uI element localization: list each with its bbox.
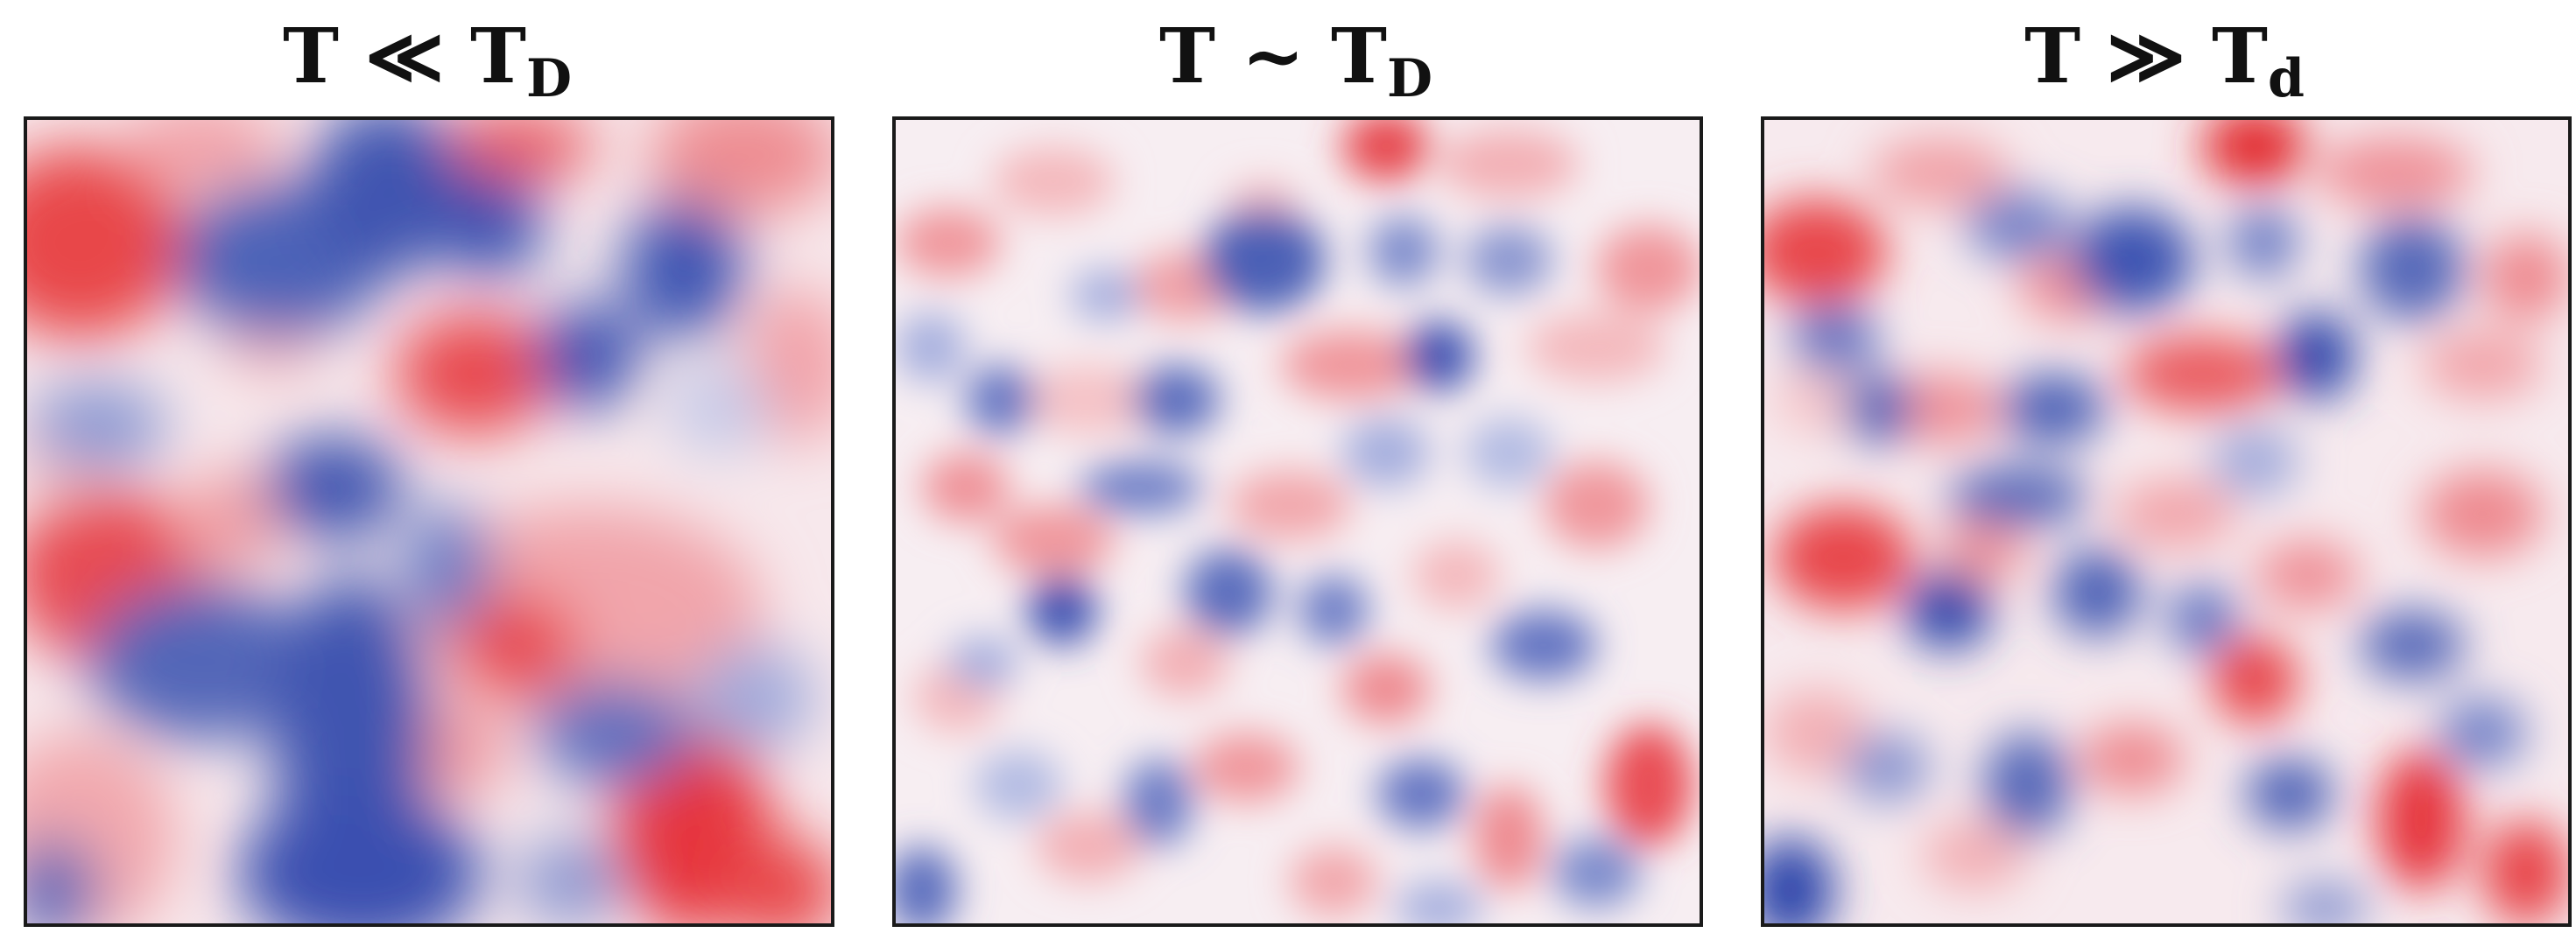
panel-title: T ≫ Td (1761, 0, 2568, 114)
title-subscript: d (2267, 48, 2305, 109)
panel-comparable-temperature: T ~ TD (892, 0, 1703, 940)
panel-high-temperature: T ≫ Td (1761, 0, 2572, 940)
title-main: T ≫ T (2024, 12, 2268, 101)
title-subscript: D (525, 48, 572, 109)
title-main: T ~ T (1159, 12, 1387, 101)
field-map-high-temperature (1761, 116, 2572, 927)
field-image (27, 120, 831, 923)
field-image (896, 120, 1700, 923)
title-main: T ≪ T (283, 12, 526, 101)
field-image (1764, 120, 2568, 923)
field-map-comparable-temperature (892, 116, 1703, 927)
title-subscript: D (1386, 48, 1432, 109)
panel-low-temperature: T ≪ TD (24, 0, 834, 940)
field-map-low-temperature (24, 116, 834, 927)
panel-title: T ~ TD (892, 0, 1700, 114)
panel-title: T ≪ TD (24, 0, 831, 114)
